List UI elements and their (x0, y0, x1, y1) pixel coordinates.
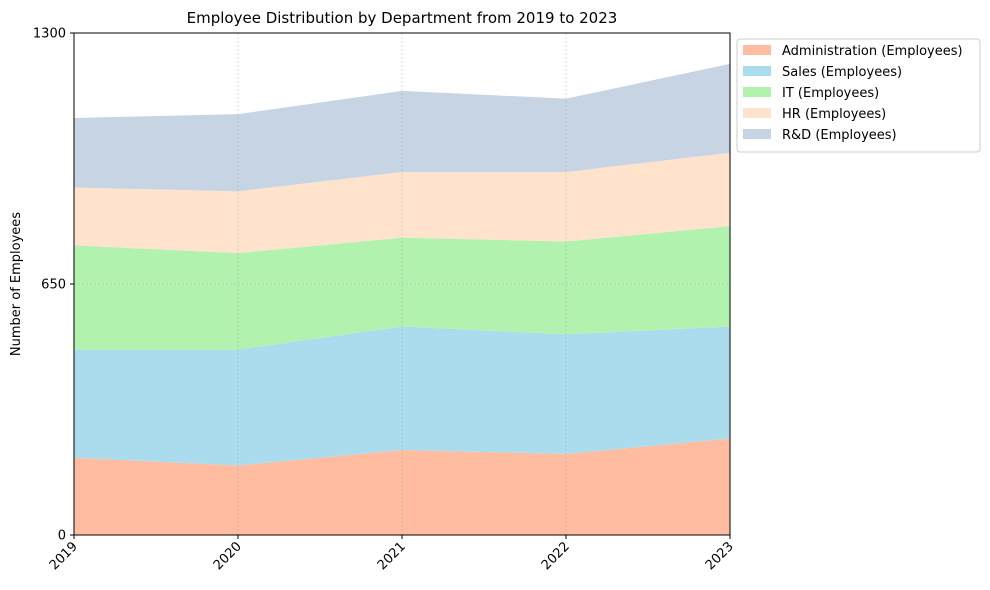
legend-label-2: IT (Employees) (782, 86, 879, 101)
y-tick-label: 1300 (33, 27, 66, 42)
y-axis-label: Number of Employees (9, 212, 24, 356)
legend-label-0: Administration (Employees) (782, 44, 963, 59)
legend: Administration (Employees) Sales (Employe… (736, 38, 981, 153)
y-tick-label: 0 (58, 529, 66, 544)
legend-label-1: Sales (Employees) (782, 65, 902, 80)
legend-swatch-3 (743, 108, 771, 118)
legend-label-4: R&D (Employees) (782, 128, 897, 143)
x-tick-label: 2019 (47, 539, 81, 573)
chart-title: Employee Distribution by Department from… (187, 9, 618, 27)
legend-swatch-0 (743, 45, 771, 55)
y-tick-label: 650 (41, 278, 66, 293)
legend-label-3: HR (Employees) (782, 107, 886, 122)
x-tick-label: 2022 (539, 539, 573, 573)
area-series-4 (74, 63, 730, 192)
x-tick-label: 2021 (375, 539, 409, 573)
legend-swatch-1 (743, 66, 771, 76)
legend-swatch-4 (743, 129, 771, 139)
legend-frame (736, 38, 981, 153)
x-tick-label: 2023 (703, 539, 737, 573)
x-tick-label: 2020 (211, 539, 245, 573)
legend-swatch-2 (743, 87, 771, 97)
